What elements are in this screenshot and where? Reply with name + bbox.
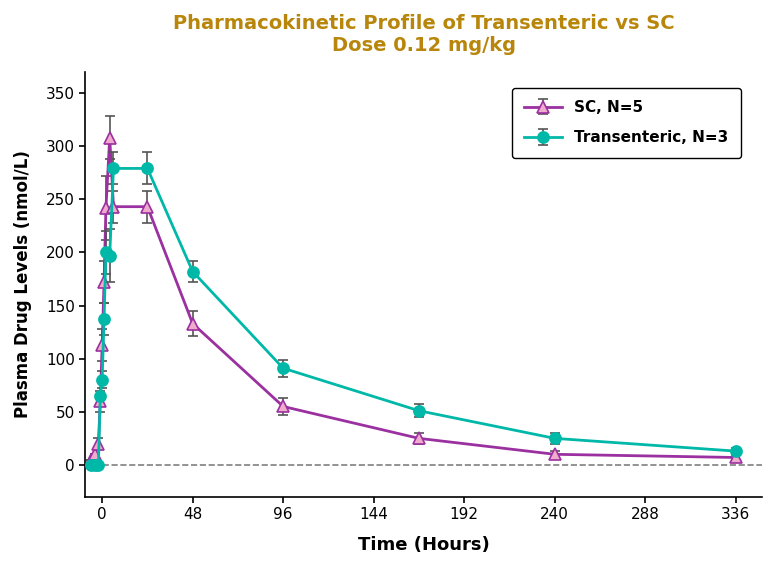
X-axis label: Time (Hours): Time (Hours) [358,536,490,554]
Title: Pharmacokinetic Profile of Transenteric vs SC
Dose 0.12 mg/kg: Pharmacokinetic Profile of Transenteric … [173,14,674,55]
Y-axis label: Plasma Drug Levels (nmol/L): Plasma Drug Levels (nmol/L) [14,151,32,418]
Legend: SC, N=5, Transenteric, N=3: SC, N=5, Transenteric, N=3 [512,88,741,157]
